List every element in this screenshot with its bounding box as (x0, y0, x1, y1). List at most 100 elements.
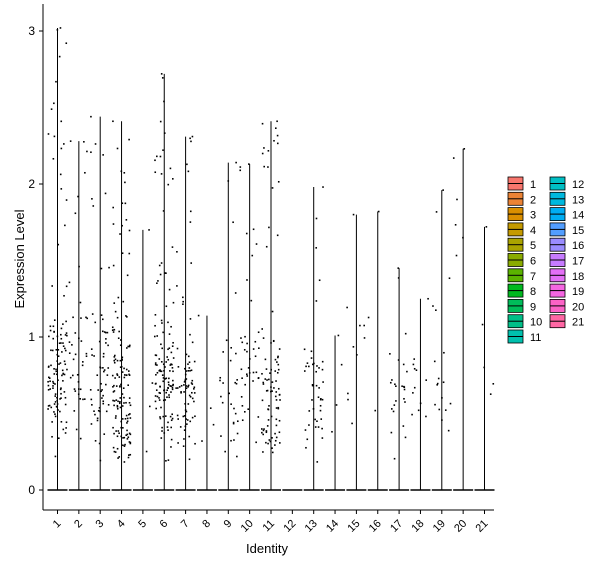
data-point (114, 417, 117, 419)
data-point (311, 399, 313, 401)
data-point (119, 344, 122, 347)
data-point (165, 391, 168, 394)
data-point (483, 366, 486, 369)
data-point (162, 363, 165, 366)
data-point (73, 410, 76, 412)
data-point (184, 367, 186, 370)
data-point (415, 369, 418, 371)
legend-item: 6 (507, 253, 536, 268)
data-point (268, 378, 270, 381)
data-point (279, 399, 281, 401)
data-point (86, 317, 89, 320)
data-point (183, 429, 186, 431)
data-point (310, 357, 313, 359)
data-point (308, 424, 310, 426)
data-point (266, 425, 269, 427)
data-point (180, 384, 183, 387)
data-point (167, 348, 169, 351)
data-point (230, 403, 232, 405)
data-point (116, 406, 119, 408)
data-point (167, 459, 170, 461)
data-point (101, 397, 103, 399)
data-point (148, 229, 150, 231)
data-point (48, 404, 51, 407)
y-tick-label: 2 (28, 177, 35, 191)
data-point (397, 277, 400, 279)
data-point (261, 399, 264, 402)
data-point (270, 390, 272, 393)
data-point (119, 385, 121, 388)
data-point (274, 370, 277, 372)
data-point (241, 419, 244, 422)
data-point (168, 288, 171, 291)
data-point (82, 398, 84, 401)
data-point (172, 341, 174, 344)
data-point (315, 247, 318, 249)
data-point (112, 223, 115, 225)
data-point (114, 358, 117, 361)
data-point (53, 368, 55, 370)
data-point (65, 199, 68, 201)
data-point (352, 346, 355, 348)
data-point (128, 401, 131, 404)
data-point (47, 365, 50, 368)
data-point (275, 127, 277, 130)
data-point (265, 245, 268, 248)
data-point (183, 381, 186, 383)
data-point (115, 430, 117, 432)
axes (42, 4, 494, 511)
data-point (156, 335, 159, 337)
data-point (50, 406, 53, 409)
data-point (171, 417, 174, 420)
data-point (120, 170, 123, 173)
data-point (176, 414, 179, 417)
x-tick-label: 18 (409, 518, 426, 535)
data-point (219, 379, 221, 382)
data-point (162, 377, 165, 379)
data-point (103, 369, 106, 371)
data-point (481, 323, 484, 326)
data-point (52, 382, 55, 385)
data-point (193, 360, 196, 363)
data-point (124, 443, 126, 446)
data-point (120, 339, 122, 341)
data-point (77, 393, 80, 396)
data-point (65, 427, 67, 429)
data-point (60, 327, 63, 330)
data-point (248, 163, 250, 165)
data-point (425, 415, 427, 418)
data-point (167, 358, 170, 361)
data-point (489, 393, 492, 395)
data-point (279, 442, 281, 444)
data-point (122, 300, 125, 303)
data-point (185, 387, 188, 390)
data-point (51, 435, 53, 438)
data-point (190, 369, 193, 372)
data-point (244, 383, 246, 386)
data-point (277, 180, 280, 183)
data-point (183, 391, 185, 393)
data-point (129, 442, 132, 445)
data-point (50, 349, 52, 352)
data-point (485, 226, 488, 228)
data-point (169, 385, 172, 387)
data-point (170, 385, 172, 387)
data-point (113, 361, 116, 364)
data-point (247, 367, 250, 369)
data-point (448, 277, 451, 280)
data-point (159, 386, 161, 388)
data-point (193, 386, 196, 389)
data-point (52, 337, 55, 340)
data-point (367, 316, 370, 319)
data-point (432, 305, 434, 307)
data-point (160, 406, 162, 409)
data-point (255, 371, 258, 374)
data-point (90, 348, 93, 350)
data-point (121, 393, 124, 395)
data-point (111, 374, 114, 377)
data-point (66, 368, 68, 371)
legend-label: 4 (530, 225, 536, 237)
data-point (129, 417, 132, 419)
data-point (52, 387, 54, 389)
data-point (171, 246, 174, 248)
